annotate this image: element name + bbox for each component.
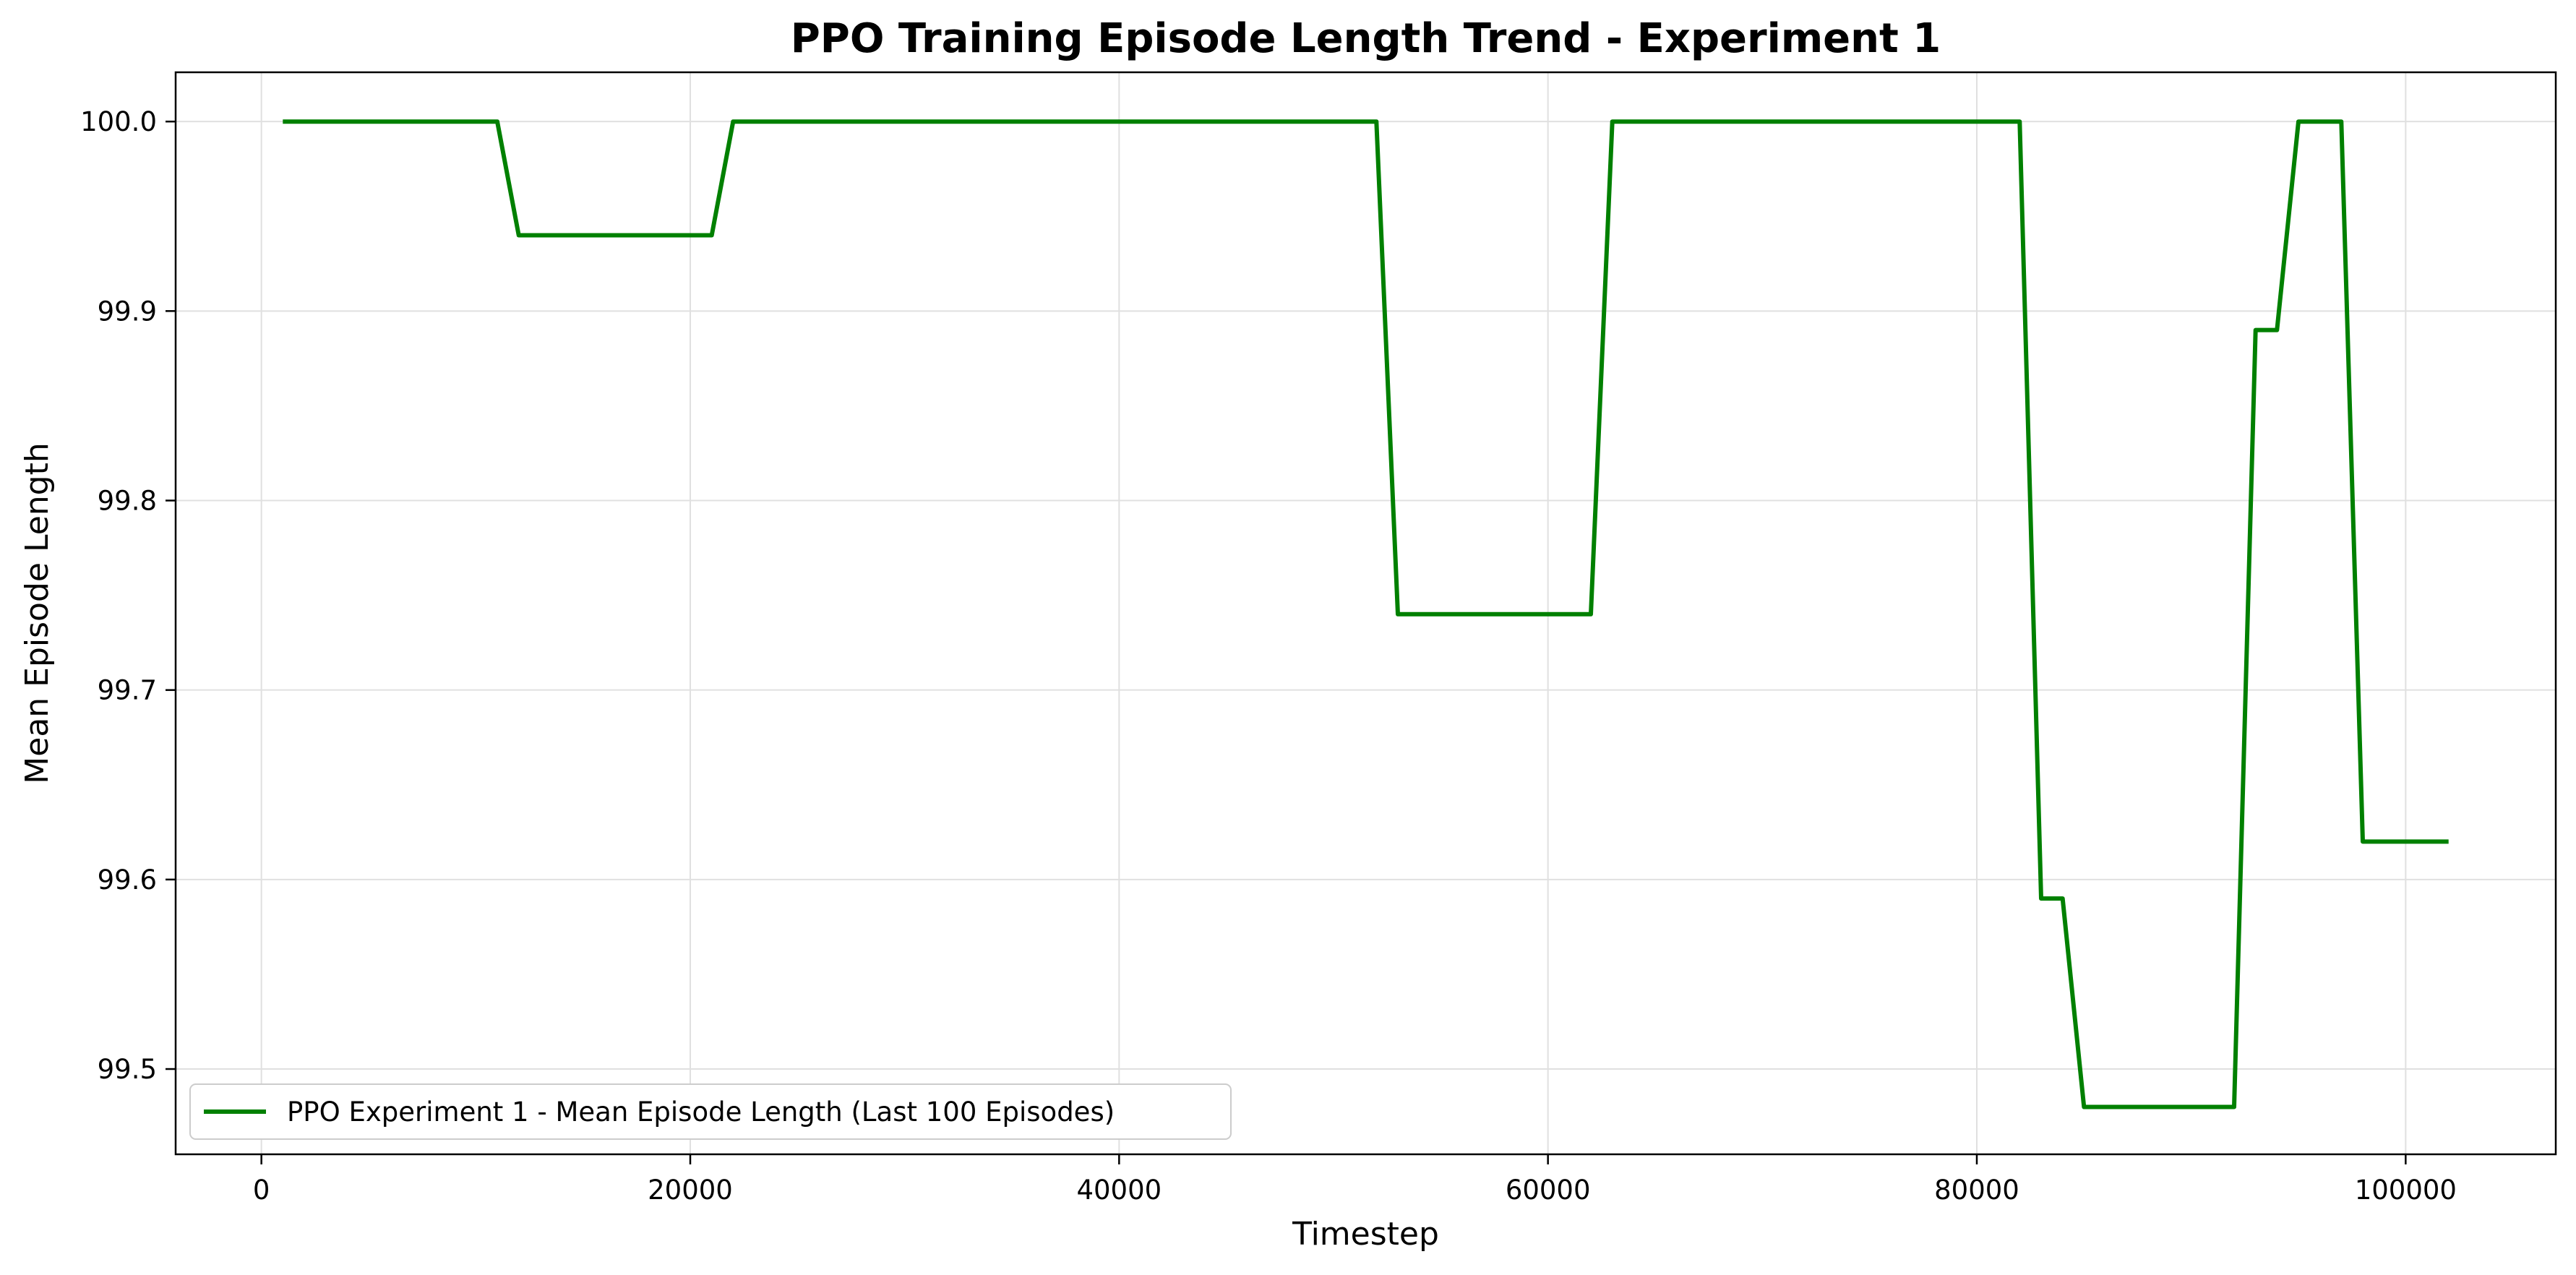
y-tick-label: 99.9 xyxy=(98,296,157,327)
x-axis-label: Timestep xyxy=(1292,1216,1439,1253)
y-tick-label: 99.5 xyxy=(98,1054,157,1085)
x-tick-label: 100000 xyxy=(2355,1175,2457,1206)
legend-label: PPO Experiment 1 - Mean Episode Length (… xyxy=(287,1096,1115,1128)
chart-title: PPO Training Episode Length Trend - Expe… xyxy=(791,15,1941,62)
y-tick-label: 99.8 xyxy=(98,486,157,517)
x-axis: 0 20000 40000 60000 80000 100000 xyxy=(253,1154,2457,1206)
legend-box xyxy=(189,1083,1232,1140)
y-tick-label: 99.7 xyxy=(98,675,157,706)
series-line xyxy=(283,119,2449,1109)
grid xyxy=(176,72,2556,1154)
series-layer xyxy=(283,119,2449,1109)
y-axis-label: Mean Episode Length xyxy=(19,442,56,784)
x-tick-label: 40000 xyxy=(1076,1175,1162,1206)
legend: PPO Experiment 1 - Mean Episode Length (… xyxy=(189,1083,1232,1140)
y-tick-label: 100.0 xyxy=(80,106,157,137)
x-tick-label: 0 xyxy=(253,1175,270,1206)
x-tick-label: 60000 xyxy=(1506,1175,1591,1206)
y-tick-label: 99.6 xyxy=(98,864,157,896)
plot-frame xyxy=(174,71,2557,1156)
x-tick-label: 80000 xyxy=(1934,1175,2019,1206)
y-axis: 99.5 99.6 99.7 99.8 99.9 100.0 xyxy=(80,106,176,1085)
x-tick-label: 20000 xyxy=(648,1175,733,1206)
